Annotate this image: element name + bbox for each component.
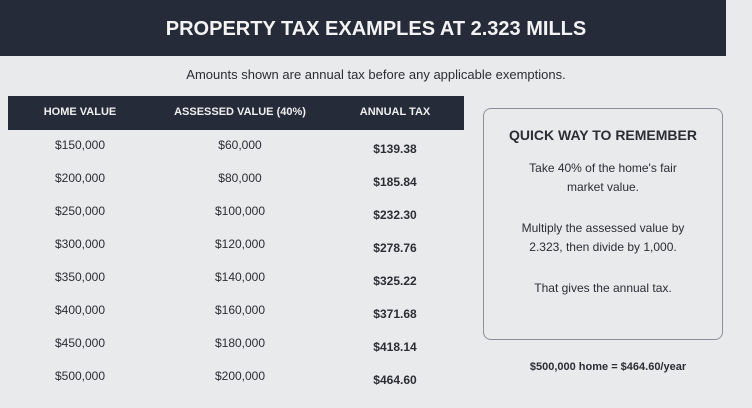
example-note: $500,000 home = $464.60/year xyxy=(529,361,687,373)
table-cell: $80,000 xyxy=(218,171,262,185)
table-cell: $371.68 xyxy=(373,307,417,321)
sidebar-paragraph: Take 40% of the home's fair market value… xyxy=(529,161,677,194)
table-cell: $450,000 xyxy=(54,336,106,350)
table-cell: $200,000 xyxy=(54,171,106,185)
column-header: ANNUAL TAX xyxy=(359,106,431,118)
table-cell: $350,000 xyxy=(54,270,106,284)
header-title: PROPERTY TAX EXAMPLES AT 2.323 MILLS xyxy=(165,18,587,40)
table-cell: $278.76 xyxy=(373,241,417,255)
sidebar-title: QUICK WAY TO REMEMBER xyxy=(509,127,697,143)
table-cell: $250,000 xyxy=(54,204,106,218)
table-cell: $185.84 xyxy=(373,175,417,189)
table-header-bar xyxy=(8,96,464,130)
sidebar-paragraph: Multiply the assessed value by 2.323, th… xyxy=(521,221,685,254)
table-cell: $400,000 xyxy=(54,303,106,317)
table-cell: $180,000 xyxy=(214,336,266,350)
table-cell: $120,000 xyxy=(214,237,266,251)
table-cell: $325.22 xyxy=(373,274,417,288)
sidebar-box xyxy=(483,108,723,340)
table-cell: $60,000 xyxy=(218,138,262,152)
subtitle: Amounts shown are annual tax before any … xyxy=(186,67,566,82)
table-cell: $200,000 xyxy=(214,369,266,383)
table-cell: $140,000 xyxy=(214,270,266,284)
table-cell: $160,000 xyxy=(214,303,266,317)
sidebar-paragraph: That gives the annual tax. xyxy=(534,281,672,295)
column-header: ASSESSED VALUE (40%) xyxy=(174,106,306,118)
table-cell: $100,000 xyxy=(214,204,266,218)
table-cell: $232.30 xyxy=(373,208,417,222)
table-cell: $464.60 xyxy=(373,373,417,387)
header-bar xyxy=(0,0,726,56)
table-cell: $300,000 xyxy=(54,237,106,251)
table-cell: $139.38 xyxy=(373,142,417,156)
table-cell: $500,000 xyxy=(54,369,106,383)
table-cell: $150,000 xyxy=(54,138,106,152)
table-cell: $418.14 xyxy=(373,340,417,354)
column-header: HOME VALUE xyxy=(43,106,117,118)
